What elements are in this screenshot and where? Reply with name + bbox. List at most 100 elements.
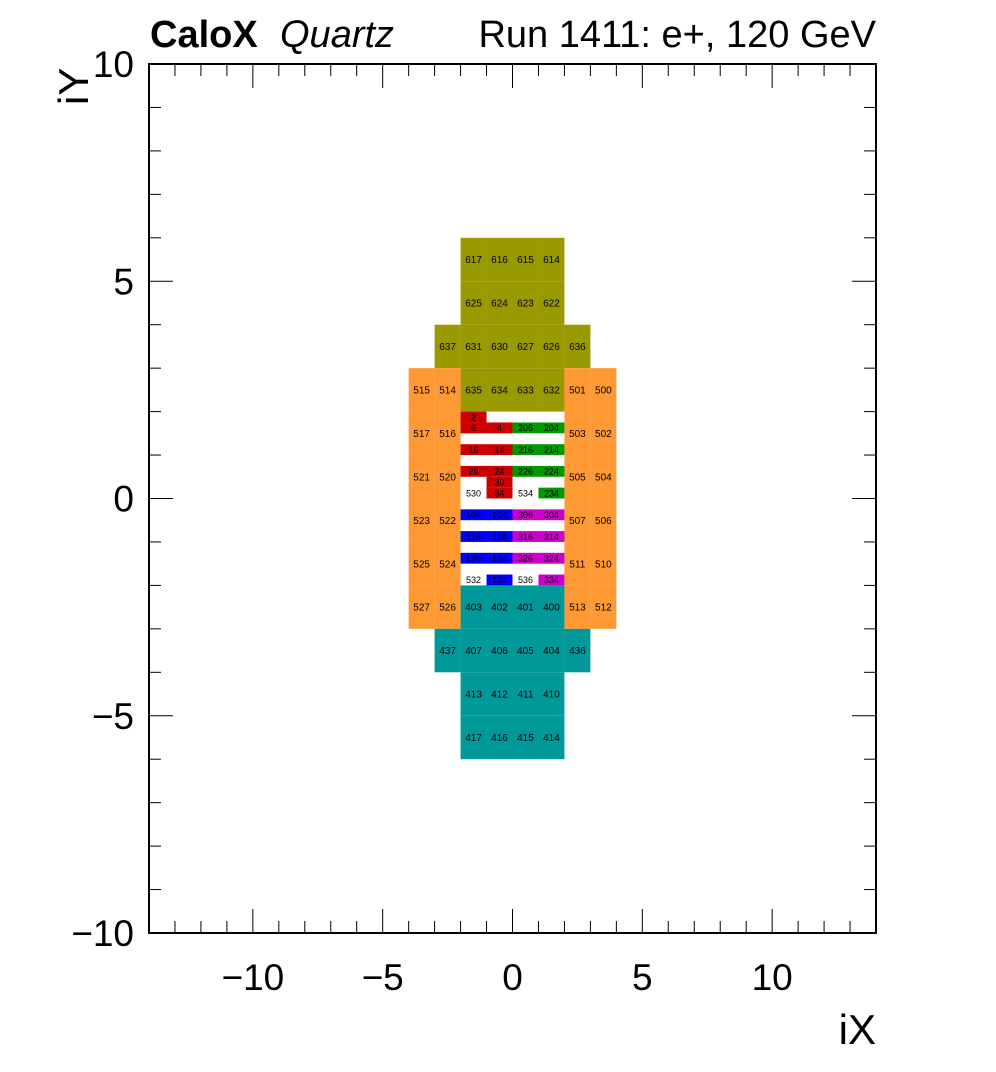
cell-526 bbox=[434, 585, 461, 629]
cell-26 bbox=[460, 465, 487, 477]
cell-label-510: 510 bbox=[595, 559, 612, 570]
detector-label: Quartz bbox=[280, 14, 395, 56]
x-tick-label: 0 bbox=[502, 957, 523, 998]
cell-label-405: 405 bbox=[517, 646, 534, 657]
cell-label-502: 502 bbox=[595, 429, 612, 440]
cell-label-527: 527 bbox=[413, 603, 430, 614]
cell-label-513: 513 bbox=[569, 603, 586, 614]
cell-234 bbox=[538, 487, 565, 499]
cell-502 bbox=[590, 411, 617, 456]
cell-530 bbox=[460, 487, 487, 499]
cell-636 bbox=[564, 324, 591, 369]
cell-626 bbox=[538, 324, 565, 369]
cell-116 bbox=[460, 531, 487, 542]
cell-label-634: 634 bbox=[491, 385, 508, 396]
run-info: Run 1411: e+, 120 GeV bbox=[478, 14, 876, 56]
cell-532 bbox=[460, 574, 487, 586]
cell-label-116: 116 bbox=[466, 532, 480, 542]
cell-label-334: 334 bbox=[544, 575, 559, 585]
cell-label-4: 4 bbox=[497, 423, 502, 433]
y-tick-label: −10 bbox=[71, 913, 134, 954]
cell-304 bbox=[538, 509, 565, 521]
cell-label-615: 615 bbox=[517, 255, 534, 266]
cell-label-114: 114 bbox=[492, 532, 506, 542]
cell-label-523: 523 bbox=[413, 516, 430, 527]
cell-436 bbox=[564, 628, 591, 673]
cell-label-512: 512 bbox=[595, 603, 612, 614]
cell-415 bbox=[512, 715, 539, 760]
cell-label-30: 30 bbox=[495, 477, 505, 487]
cell-324 bbox=[538, 552, 565, 564]
cell-126 bbox=[460, 552, 487, 564]
cell-label-306: 306 bbox=[518, 510, 533, 520]
cell-label-316: 316 bbox=[518, 532, 533, 542]
cell-label-401: 401 bbox=[517, 603, 534, 614]
cell-520 bbox=[434, 455, 461, 499]
cell-214 bbox=[538, 444, 565, 456]
cell-label-407: 407 bbox=[465, 646, 482, 657]
cell-627 bbox=[512, 324, 539, 369]
cell-401 bbox=[512, 585, 539, 629]
cell-503 bbox=[564, 411, 591, 456]
cell-label-404: 404 bbox=[543, 646, 560, 657]
cell-637 bbox=[434, 324, 461, 369]
cell-label-415: 415 bbox=[517, 733, 534, 744]
cell-label-403: 403 bbox=[465, 603, 482, 614]
cell-label-636: 636 bbox=[569, 342, 586, 353]
cell-624 bbox=[486, 281, 513, 325]
cell-label-536: 536 bbox=[518, 575, 533, 585]
cell-633 bbox=[512, 368, 539, 412]
cell-403 bbox=[460, 585, 487, 629]
cell-label-623: 623 bbox=[517, 299, 534, 310]
cell-416 bbox=[486, 715, 513, 760]
cell-label-436: 436 bbox=[569, 646, 586, 657]
cell-521 bbox=[408, 455, 435, 499]
x-tick-label: 10 bbox=[752, 957, 793, 998]
cell-label-402: 402 bbox=[491, 603, 508, 614]
cell-label-630: 630 bbox=[491, 342, 508, 353]
cell-label-224: 224 bbox=[544, 467, 559, 477]
cell-label-616: 616 bbox=[491, 255, 508, 266]
cell-label-635: 635 bbox=[465, 385, 482, 396]
cell-406 bbox=[486, 628, 513, 673]
y-tick-label: 0 bbox=[113, 479, 134, 520]
cell-label-34: 34 bbox=[495, 488, 505, 498]
cell-512 bbox=[590, 585, 617, 629]
cell-label-516: 516 bbox=[439, 429, 456, 440]
cell-24 bbox=[486, 465, 513, 477]
cell-label-417: 417 bbox=[465, 733, 482, 744]
y-axis-title: iY bbox=[50, 67, 97, 105]
cell-506 bbox=[590, 498, 617, 542]
x-tick-label: 5 bbox=[632, 957, 653, 998]
cell-14 bbox=[486, 444, 513, 456]
cell-402 bbox=[486, 585, 513, 629]
cell-501 bbox=[564, 368, 591, 412]
cell-114 bbox=[486, 531, 513, 542]
cell-4 bbox=[486, 422, 513, 434]
cell-label-400: 400 bbox=[543, 603, 560, 614]
cell-label-624: 624 bbox=[491, 299, 508, 310]
cell-412 bbox=[486, 672, 513, 716]
cell-label-530: 530 bbox=[466, 488, 481, 498]
cell-label-226: 226 bbox=[518, 467, 533, 477]
cell-label-534: 534 bbox=[518, 488, 533, 498]
cell-label-631: 631 bbox=[465, 342, 482, 353]
cell-label-625: 625 bbox=[465, 299, 482, 310]
cell-635 bbox=[460, 368, 487, 412]
cell-316 bbox=[512, 531, 539, 542]
cell-label-126: 126 bbox=[466, 553, 481, 563]
cell-label-514: 514 bbox=[439, 385, 456, 396]
cell-label-500: 500 bbox=[595, 385, 612, 396]
cell-523 bbox=[408, 498, 435, 542]
cell-label-524: 524 bbox=[439, 559, 456, 570]
cell-504 bbox=[590, 455, 617, 499]
cell-label-617: 617 bbox=[465, 255, 482, 266]
x-axis-title: iX bbox=[838, 1006, 876, 1053]
cell-407 bbox=[460, 628, 487, 673]
x-tick-label: −10 bbox=[221, 957, 284, 998]
cell-511 bbox=[564, 541, 591, 586]
cell-124 bbox=[486, 552, 513, 564]
cell-513 bbox=[564, 585, 591, 629]
